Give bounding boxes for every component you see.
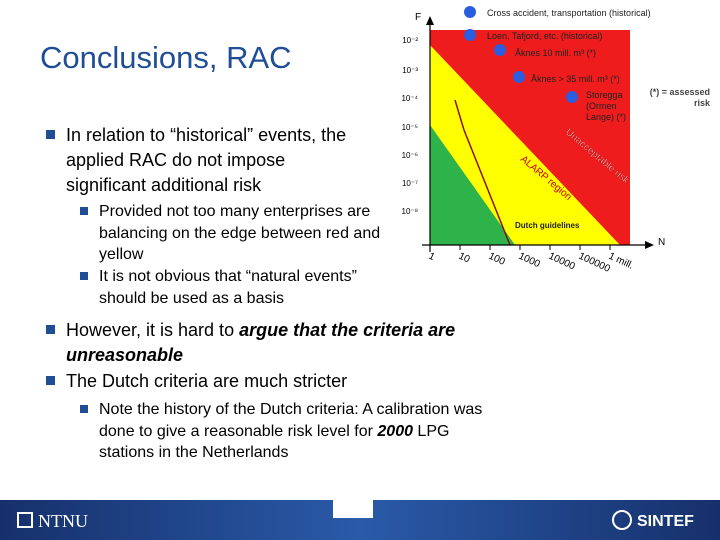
text: In relation to “historical” events, the …: [66, 125, 347, 195]
x-tick-label: 100: [487, 251, 507, 268]
dutch-line: [454, 99, 511, 246]
footer-left: NTNU: [38, 511, 88, 531]
bullet: [46, 376, 55, 385]
x-tick-label: 10: [457, 251, 472, 266]
emphasis: 2000: [377, 422, 413, 440]
logo-icon: [612, 510, 632, 530]
x-axis-label: N: [658, 237, 665, 248]
event-label: Storegga: [586, 90, 623, 100]
event-label: Lange) (*): [586, 112, 626, 122]
text: Provided not too many enterprises are ba…: [99, 203, 381, 263]
arrow: [645, 241, 654, 249]
y-tick-label: 10⁻³: [402, 66, 418, 75]
y-tick-label: 10⁻⁶: [402, 151, 418, 160]
x-tick-label: 10000: [547, 251, 577, 273]
event-label: Loen, Tafjord, etc. (historical): [487, 31, 602, 41]
event-label: Cross accident, transportation (historic…: [487, 8, 651, 18]
event-label: Åknes 10 mill. m³ (*): [515, 48, 596, 58]
bullet: [46, 130, 55, 139]
bullet-text: Provided not too many enterprises are ba…: [99, 201, 389, 266]
fn-diagram: F N Dutch guidelines Unacceptable risk A…: [401, 6, 711, 275]
event-label: (Ormen: [586, 101, 617, 111]
arrow: [426, 16, 434, 25]
event-marker: [566, 91, 578, 103]
y-tick-label: 10⁻²: [402, 36, 418, 45]
logo-icon: [17, 512, 33, 528]
dutch-label: Dutch guidelines: [515, 221, 580, 230]
x-tick-label: 1: [427, 251, 437, 264]
bullet-text: However, it is hard to argue that the cr…: [66, 318, 516, 368]
bullet: [80, 207, 88, 215]
text: Note the history of the Dutch criteria: …: [99, 401, 483, 440]
bullet: [80, 272, 88, 280]
page-number: 21: [344, 496, 362, 499]
bullet-text: In relation to “historical” events, the …: [66, 123, 366, 198]
bullet: [46, 325, 55, 334]
x-tick-label: 100000: [577, 251, 612, 275]
event-marker: [513, 71, 525, 83]
text: It is not obvious that “natural events” …: [99, 268, 357, 307]
y-tick-label: 10⁻⁷: [402, 179, 418, 188]
bullet-text: It is not obvious that “natural events” …: [99, 266, 399, 309]
text: However, it is hard to: [66, 320, 240, 340]
y-tick-label: 10⁻⁴: [401, 94, 418, 103]
y-tick-label: 10⁻⁵: [402, 123, 418, 132]
event-label: Åknes > 35 mill. m³ (*): [531, 74, 620, 84]
event-marker: [464, 29, 476, 41]
bullet-text: The Dutch criteria are much stricter: [66, 369, 516, 394]
green-region: [430, 125, 515, 245]
bullet: [80, 405, 88, 413]
x-tick-label: 1 mill.: [607, 251, 635, 272]
text: LPG stations in the Netherlands: [99, 422, 450, 462]
slide-title: Conclusions, RAC: [40, 40, 292, 75]
note: risk: [694, 98, 711, 108]
event-marker: [464, 6, 476, 18]
footer-right: SINTEF: [637, 513, 694, 530]
bullet-text: Note the history of the Dutch criteria: …: [99, 399, 504, 464]
x-tick-label: 1000: [517, 251, 542, 271]
page-box: [333, 496, 373, 518]
footer: NTNU 21 SINTEF: [0, 496, 720, 540]
y-axis-label: F: [415, 12, 421, 23]
y-tick-label: 10⁻⁸: [402, 207, 419, 216]
text: The Dutch criteria are much stricter: [66, 371, 348, 391]
event-marker: [494, 44, 506, 56]
emphasis: argue that the criteria are unreasonable: [66, 320, 456, 365]
note: (*) = assessed: [650, 87, 710, 97]
